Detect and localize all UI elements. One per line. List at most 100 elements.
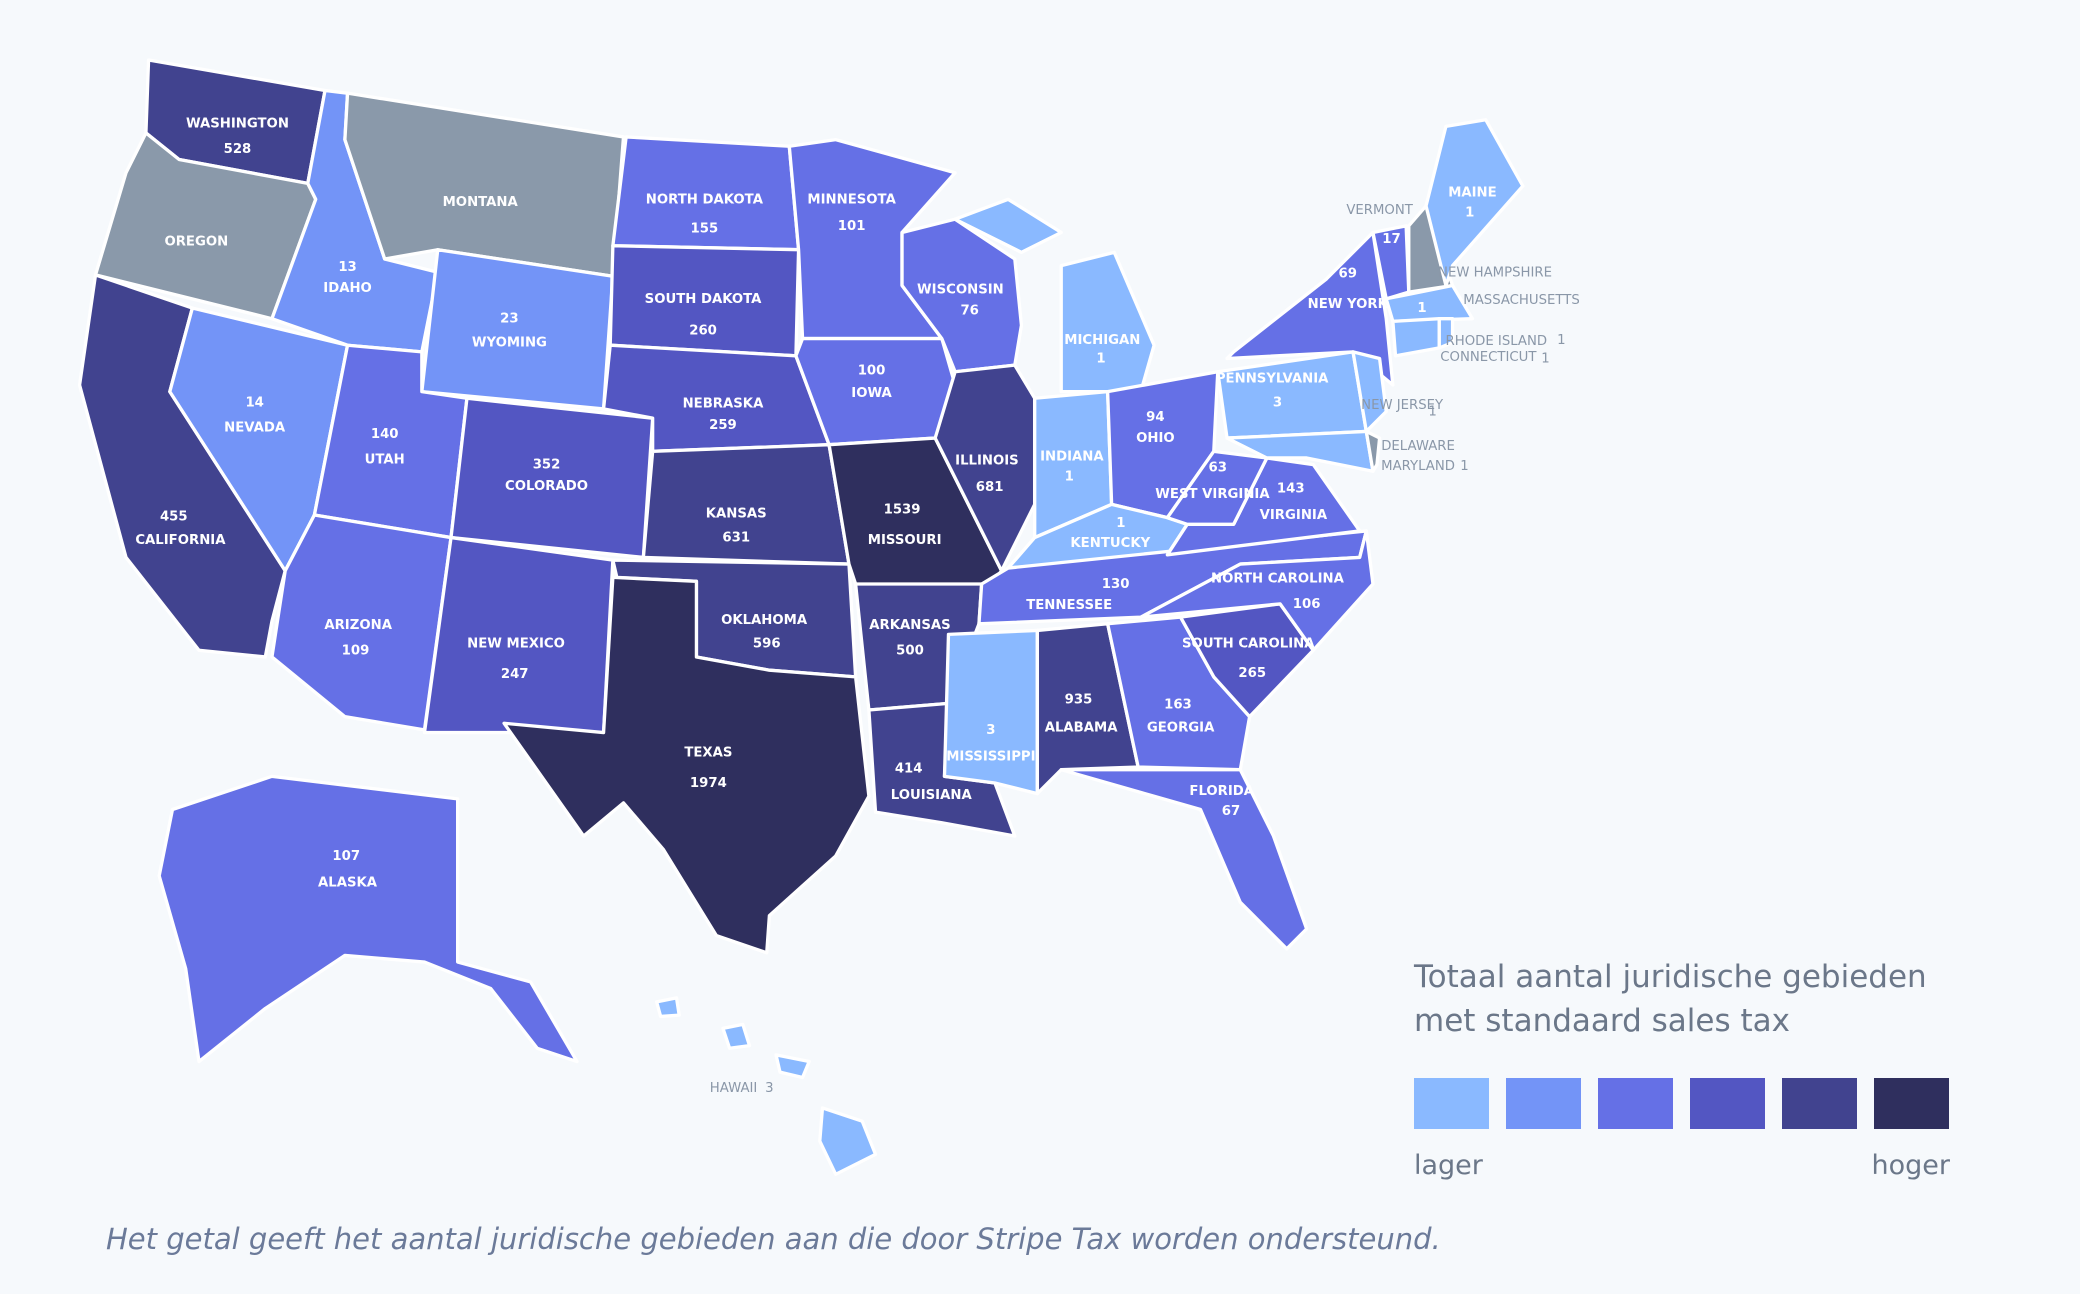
- state: [654, 996, 681, 1019]
- state-value: 67: [1222, 804, 1240, 819]
- state-name: RHODE ISLAND: [1446, 334, 1548, 349]
- state-name: MISSOURI: [868, 533, 942, 548]
- state-name: MASSACHUSETTS: [1463, 293, 1579, 308]
- state-name: VERMONT: [1346, 203, 1413, 218]
- state-value: 455: [160, 509, 188, 524]
- legend-low: lager: [1414, 1150, 1483, 1181]
- state-name: IDAHO: [323, 281, 372, 296]
- state-value: 596: [753, 637, 781, 652]
- state-value: 1974: [690, 776, 727, 791]
- state: [1437, 317, 1455, 350]
- state-value: 14: [245, 395, 263, 410]
- state-name: MAINE: [1448, 186, 1497, 201]
- state-name: NORTH CAROLINA: [1211, 572, 1345, 587]
- state-name: CONNECTICUT: [1440, 350, 1537, 365]
- state-value: 100: [858, 363, 886, 378]
- state-name: NEW JERSEY: [1361, 398, 1444, 413]
- state-value: 1: [1096, 351, 1105, 366]
- state: [1225, 429, 1375, 473]
- state: [157, 774, 579, 1064]
- state-value: 631: [722, 531, 750, 546]
- state-name: SOUTH CAROLINA: [1182, 637, 1315, 652]
- state-name: NEW YORK: [1308, 297, 1389, 312]
- state-value: 143: [1277, 481, 1305, 496]
- state-name: INDIANA: [1040, 450, 1104, 465]
- state-name: OREGON: [164, 235, 228, 250]
- state-name: NEW MEXICO: [467, 637, 565, 652]
- state-value: 130: [1102, 577, 1130, 592]
- state: [1059, 768, 1309, 951]
- state: [721, 1022, 752, 1050]
- state: [818, 1106, 878, 1176]
- state-name: PENNSYLVANIA: [1216, 371, 1329, 386]
- state-value: 500: [896, 643, 924, 658]
- state-name: WEST VIRGINIA: [1155, 487, 1270, 502]
- state-value: 76: [960, 304, 978, 319]
- state-value: 3: [986, 723, 995, 738]
- state-value: 1: [1460, 459, 1468, 474]
- state-value: 1: [1428, 405, 1436, 420]
- state-name: ARIZONA: [324, 618, 392, 633]
- state-name: KANSAS: [706, 507, 767, 522]
- state-name: IOWA: [851, 386, 892, 401]
- state-name: FLORIDA: [1189, 784, 1254, 799]
- state-name: HAWAII: [710, 1081, 758, 1096]
- state-value: 259: [709, 418, 737, 433]
- state-name: ALASKA: [318, 875, 378, 890]
- state-name: TENNESSEE: [1026, 598, 1112, 613]
- state: [774, 1053, 811, 1080]
- state-value: 69: [1339, 267, 1357, 282]
- state: [502, 575, 871, 955]
- state-name: WISCONSIN: [917, 283, 1004, 298]
- state-value: 163: [1164, 698, 1192, 713]
- state-name: ALABAMA: [1045, 720, 1118, 735]
- state-name: MONTANA: [443, 195, 519, 210]
- state-value: 1539: [884, 503, 921, 518]
- legend-swatch: [1874, 1078, 1949, 1129]
- state-name: DELAWARE: [1381, 439, 1455, 454]
- state-value: 101: [838, 219, 866, 234]
- state-name: COLORADO: [505, 479, 588, 494]
- state-value: 935: [1065, 692, 1093, 707]
- state-value: 140: [371, 427, 399, 442]
- state: [1351, 350, 1388, 434]
- state-value: 3: [1273, 395, 1282, 410]
- state-value: 17: [1382, 232, 1400, 247]
- legend-swatch: [1506, 1078, 1581, 1129]
- state: [1139, 529, 1375, 652]
- state-name: NEBRASKA: [683, 397, 765, 412]
- state: [1225, 230, 1395, 387]
- state-name: CALIFORNIA: [135, 533, 226, 548]
- state-value: 1: [1541, 351, 1549, 366]
- state: [933, 363, 1037, 573]
- state-name: NEVADA: [224, 420, 286, 435]
- state: [1059, 250, 1156, 394]
- state: [1384, 283, 1475, 323]
- legend-swatch: [1414, 1078, 1489, 1129]
- state-value: 3: [765, 1081, 773, 1096]
- state-value: 681: [976, 480, 1004, 495]
- state-value: 106: [1293, 597, 1321, 612]
- state-name: UTAH: [365, 452, 405, 467]
- state-name: WYOMING: [472, 336, 547, 351]
- state-name: MINNESOTA: [807, 192, 896, 207]
- state-name: KENTUCKY: [1070, 536, 1150, 551]
- state-name: MICHIGAN: [1064, 333, 1140, 348]
- state-name: NEW HAMPSHIRE: [1438, 265, 1552, 280]
- state-value: 1: [1417, 301, 1426, 316]
- state-name: GEORGIA: [1147, 720, 1215, 735]
- state-value: 1: [1557, 333, 1565, 348]
- legend-title: Totaal aantal juridische gebieden met st…: [1414, 959, 1927, 1039]
- legend-high: hoger: [1871, 1150, 1950, 1181]
- state: [343, 91, 626, 278]
- state-value: 155: [691, 221, 719, 236]
- state: [420, 248, 615, 411]
- state-name: WASHINGTON: [186, 117, 289, 132]
- state-value: 109: [342, 643, 370, 658]
- state-value: 1: [1065, 470, 1074, 485]
- state: [1165, 449, 1269, 526]
- state-name: MARYLAND: [1381, 459, 1455, 474]
- state-value: 94: [1146, 410, 1164, 425]
- state-value: 352: [533, 458, 561, 473]
